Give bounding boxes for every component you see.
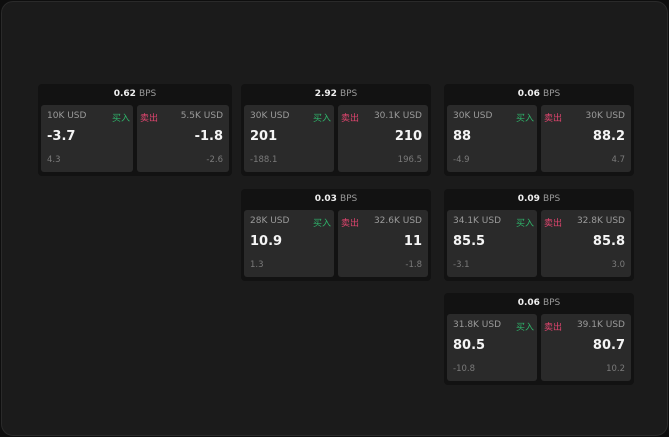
- buy-label: 买入: [312, 114, 331, 124]
- spread-header: 0.06 BPS: [444, 293, 634, 314]
- price-widget: 2.92 BPS 30K USD 买入 201 -188.1 卖出 30.1K U…: [241, 84, 431, 176]
- sell-cell[interactable]: 卖出 39.1K USD 80.7 10.2: [541, 314, 631, 381]
- buy-cell[interactable]: 10K USD 买入 -3.7 4.3: [41, 105, 133, 172]
- sell-cell[interactable]: 卖出 30.1K USD 210 196.5: [338, 105, 428, 172]
- sell-cell[interactable]: 卖出 32.6K USD 11 -1.8: [338, 210, 428, 277]
- spread-value: 0.03: [314, 194, 337, 204]
- buy-price: -3.7: [47, 129, 76, 144]
- buy-quantity: 30K USD: [453, 111, 493, 121]
- buy-price: 85.5: [453, 234, 486, 249]
- spread-header: 0.03 BPS: [241, 189, 431, 210]
- price-widget: 0.03 BPS 28K USD 买入 10.9 1.3 卖出 32.6K USD…: [241, 189, 431, 281]
- buy-change: 1.3: [250, 260, 264, 270]
- buy-change: -10.8: [453, 364, 475, 374]
- sell-quantity: 39.1K USD: [576, 320, 625, 330]
- buy-change: -3.1: [453, 260, 470, 270]
- sell-quantity: 30K USD: [585, 111, 625, 121]
- spread-value: 0.09: [517, 194, 540, 204]
- price-widget: 0.06 BPS 30K USD 买入 88 -4.9 卖出 30K USD 88…: [444, 84, 634, 176]
- sell-cell[interactable]: 卖出 32.8K USD 85.8 3.0: [541, 210, 631, 277]
- buy-quantity: 10K USD: [47, 111, 87, 121]
- buy-price: 80.5: [453, 338, 486, 353]
- sell-quantity: 30.1K USD: [373, 111, 422, 121]
- buy-label: 买入: [111, 114, 130, 124]
- buy-price: 88: [453, 129, 472, 144]
- sell-cell[interactable]: 卖出 5.5K USD -1.8 -2.6: [137, 105, 229, 172]
- sell-quantity: 32.8K USD: [576, 216, 625, 226]
- spread-unit: BPS: [138, 89, 157, 99]
- buy-label: 买入: [312, 219, 331, 229]
- buy-label: 买入: [515, 114, 534, 124]
- buy-label: 买入: [515, 323, 534, 333]
- sell-label: 卖出: [140, 114, 159, 124]
- spread-value: 2.92: [314, 89, 337, 99]
- sell-label: 卖出: [341, 219, 360, 229]
- buy-cell[interactable]: 34.1K USD 买入 85.5 -3.1: [447, 210, 537, 277]
- price-widget: 0.62 BPS 10K USD 买入 -3.7 4.3 卖出 5.5K USD …: [38, 84, 232, 176]
- sell-label: 卖出: [341, 114, 360, 124]
- buy-quantity: 28K USD: [250, 216, 290, 226]
- buy-change: -4.9: [453, 155, 470, 165]
- spread-unit: BPS: [542, 194, 561, 204]
- spread-unit: BPS: [542, 298, 561, 308]
- spread-header: 0.06 BPS: [444, 84, 634, 105]
- spread-value: 0.06: [517, 298, 540, 308]
- spread-header: 0.62 BPS: [38, 84, 232, 105]
- sell-change: -2.6: [206, 155, 223, 165]
- sell-change: -1.8: [405, 260, 422, 270]
- buy-cell[interactable]: 30K USD 买入 201 -188.1: [244, 105, 334, 172]
- sell-change: 196.5: [397, 155, 422, 165]
- spread-unit: BPS: [339, 89, 358, 99]
- sell-price: 11: [403, 234, 422, 249]
- spread-header: 0.09 BPS: [444, 189, 634, 210]
- sell-price: 85.8: [592, 234, 625, 249]
- spread-unit: BPS: [339, 194, 358, 204]
- buy-cell[interactable]: 28K USD 买入 10.9 1.3: [244, 210, 334, 277]
- sell-label: 卖出: [544, 114, 563, 124]
- buy-quantity: 34.1K USD: [453, 216, 502, 226]
- buy-quantity: 31.8K USD: [453, 320, 502, 330]
- buy-cell[interactable]: 30K USD 买入 88 -4.9: [447, 105, 537, 172]
- buy-change: -188.1: [250, 155, 278, 165]
- sell-label: 卖出: [544, 219, 563, 229]
- sell-cell[interactable]: 卖出 30K USD 88.2 4.7: [541, 105, 631, 172]
- buy-price: 201: [250, 129, 278, 144]
- sell-quantity: 5.5K USD: [180, 111, 223, 121]
- buy-price: 10.9: [250, 234, 283, 249]
- buy-cell[interactable]: 31.8K USD 买入 80.5 -10.8: [447, 314, 537, 381]
- sell-price: 210: [394, 129, 422, 144]
- spread-value: 0.06: [517, 89, 540, 99]
- buy-quantity: 30K USD: [250, 111, 290, 121]
- sell-price: 88.2: [592, 129, 625, 144]
- sell-change: 3.0: [611, 260, 625, 270]
- sell-change: 10.2: [606, 364, 625, 374]
- sell-change: 4.7: [611, 155, 625, 165]
- sell-label: 卖出: [544, 323, 563, 333]
- spread-unit: BPS: [542, 89, 561, 99]
- sell-price: -1.8: [194, 129, 223, 144]
- spread-header: 2.92 BPS: [241, 84, 431, 105]
- sell-price: 80.7: [592, 338, 625, 353]
- buy-change: 4.3: [47, 155, 61, 165]
- spread-value: 0.62: [113, 89, 136, 99]
- sell-quantity: 32.6K USD: [373, 216, 422, 226]
- price-widget: 0.09 BPS 34.1K USD 买入 85.5 -3.1 卖出 32.8K …: [444, 189, 634, 281]
- price-widget: 0.06 BPS 31.8K USD 买入 80.5 -10.8 卖出 39.1K…: [444, 293, 634, 385]
- buy-label: 买入: [515, 219, 534, 229]
